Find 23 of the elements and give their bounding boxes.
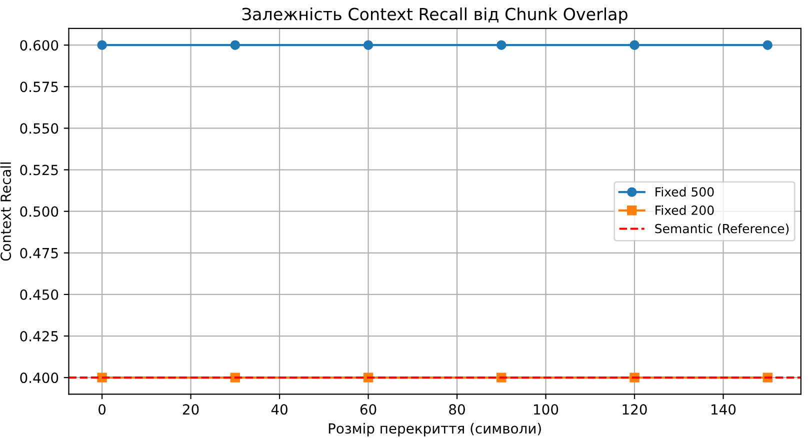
y-tick-label: 0.450: [20, 289, 58, 300]
legend-label: Fixed 200: [656, 205, 714, 215]
x-tick-label: 40: [271, 404, 288, 415]
y-tick-label: 0.500: [20, 206, 58, 217]
y-axis-title: Context Recall: [0, 162, 12, 261]
x-tick-label: 120: [622, 404, 647, 415]
y-tick-label: 0.525: [20, 164, 58, 176]
x-tick-label: 20: [182, 404, 199, 415]
y-tick-label: 0.475: [20, 248, 58, 258]
x-tick-label: 140: [712, 404, 736, 415]
x-tick-label: 80: [449, 404, 465, 415]
x-axis-title: Розмір перекриття (символи): [328, 422, 541, 436]
y-tick-label: 0.600: [20, 40, 58, 51]
legend-label: Fixed 500: [656, 186, 714, 197]
legend-label: Semantic (Reference): [655, 224, 789, 235]
y-tick-label: 0.575: [20, 82, 58, 92]
y-tick-label: 0.425: [20, 330, 58, 342]
y-tick-label: 0.400: [20, 372, 58, 384]
chart-title: Залежність Context Recall від Chunk Overlap: [242, 7, 628, 24]
y-tick-label: 0.550: [20, 123, 58, 134]
x-tick-label: 100: [534, 404, 558, 415]
x-tick-label: 0: [98, 404, 106, 415]
x-tick-label: 60: [360, 404, 376, 415]
